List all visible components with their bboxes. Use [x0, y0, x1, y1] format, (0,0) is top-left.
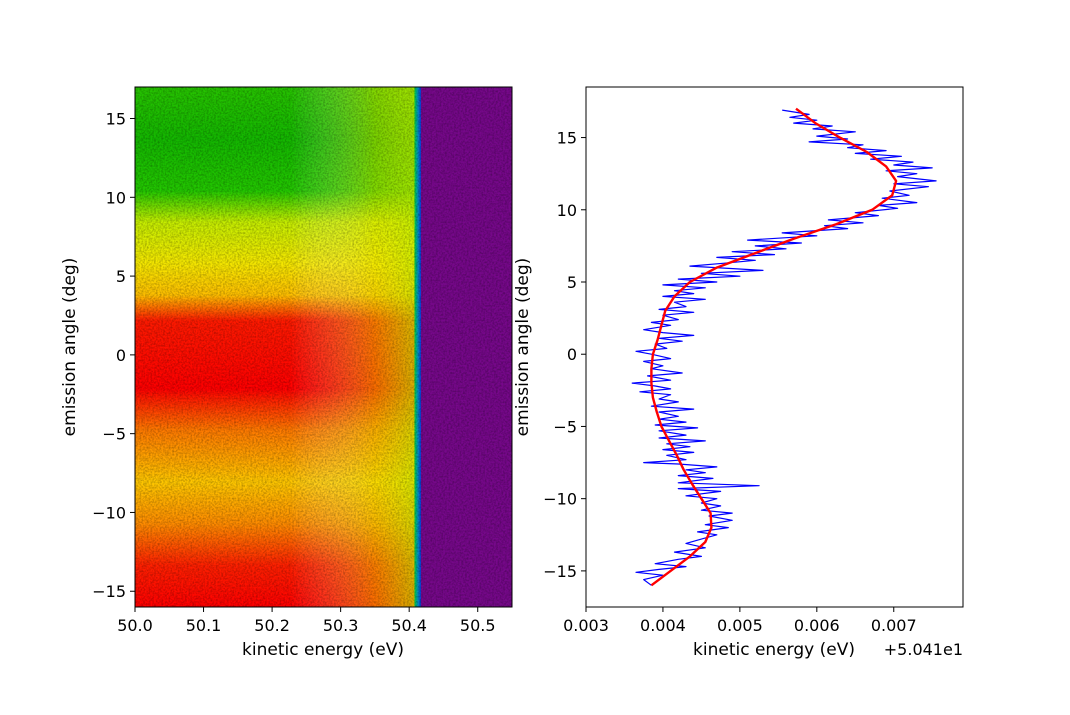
heatmap-x-label: kinetic energy (eV)	[242, 640, 404, 660]
line-x-tick-label: 0.003	[563, 616, 609, 635]
heatmap-x-tick-label: 50.0	[117, 616, 153, 635]
heatmap-y-label: emission angle (deg)	[60, 258, 80, 437]
line-x-tick-label: 0.005	[717, 616, 763, 635]
heatmap-y-tick-label: 10	[106, 188, 126, 207]
heatmap-x-ticks: 50.0 50.1 50.2 50.3 50.4 50.5	[117, 607, 496, 635]
heatmap-y-ticks: −15 −10 −5 0 5 10 15	[92, 110, 135, 601]
heatmap-panel: 50.0 50.1 50.2 50.3 50.4 50.5 −15−10−5051015 …	[60, 86, 513, 660]
heatmap-y-tick-label: 15	[106, 110, 126, 129]
line-y-label: emission angle (deg)	[513, 258, 533, 437]
heatmap-x-tick-label: 50.5	[460, 616, 496, 635]
heatmap-y-tick-label: 5	[116, 267, 126, 286]
line-series-group	[631, 107, 937, 587]
raw-data-line	[631, 109, 937, 586]
line-x-offset-label: +5.041e1	[884, 640, 963, 659]
heatmap-y-tick-label: −15	[92, 582, 126, 601]
line-x-ticks: 0.003 0.004 0.005 0.006 0.007	[563, 607, 917, 635]
line-y-tick-label: −5	[553, 417, 577, 436]
line-y-tick-label: 0	[567, 345, 577, 364]
line-panel: 0.003 0.004 0.005 0.006 0.007 −15 −10 −5 0 5 10 15…	[513, 86, 964, 660]
line-y-tick-label: 10	[557, 201, 577, 220]
heatmap-x-tick-label: 50.4	[391, 616, 427, 635]
line-y-ticks: −15 −10 −5 0 5 10 15	[543, 129, 586, 581]
heatmap-x-tick-label: 50.1	[186, 616, 222, 635]
heatmap-x-tick-label: 50.3	[323, 616, 359, 635]
heatmap-y-tick-label: −10	[92, 503, 126, 522]
smoothed-fit-line	[650, 107, 898, 587]
heatmap-x-tick-label: 50.2	[254, 616, 290, 635]
heatmap-image	[135, 87, 512, 607]
line-x-label: kinetic energy (eV)	[693, 640, 855, 660]
line-y-tick-label: 5	[567, 273, 577, 292]
line-y-tick-label: 15	[557, 129, 577, 148]
heatmap-y-tick-label: 0	[116, 346, 126, 365]
heatmap-y-tick-label: −5	[102, 425, 126, 444]
line-y-tick-label: −10	[543, 490, 577, 509]
line-x-tick-label: 0.007	[871, 616, 917, 635]
line-plot-frame	[585, 86, 964, 608]
line-x-tick-label: 0.004	[640, 616, 686, 635]
line-x-tick-label: 0.006	[794, 616, 840, 635]
heatmap-frame	[134, 86, 513, 608]
line-y-tick-label: −15	[543, 562, 577, 581]
